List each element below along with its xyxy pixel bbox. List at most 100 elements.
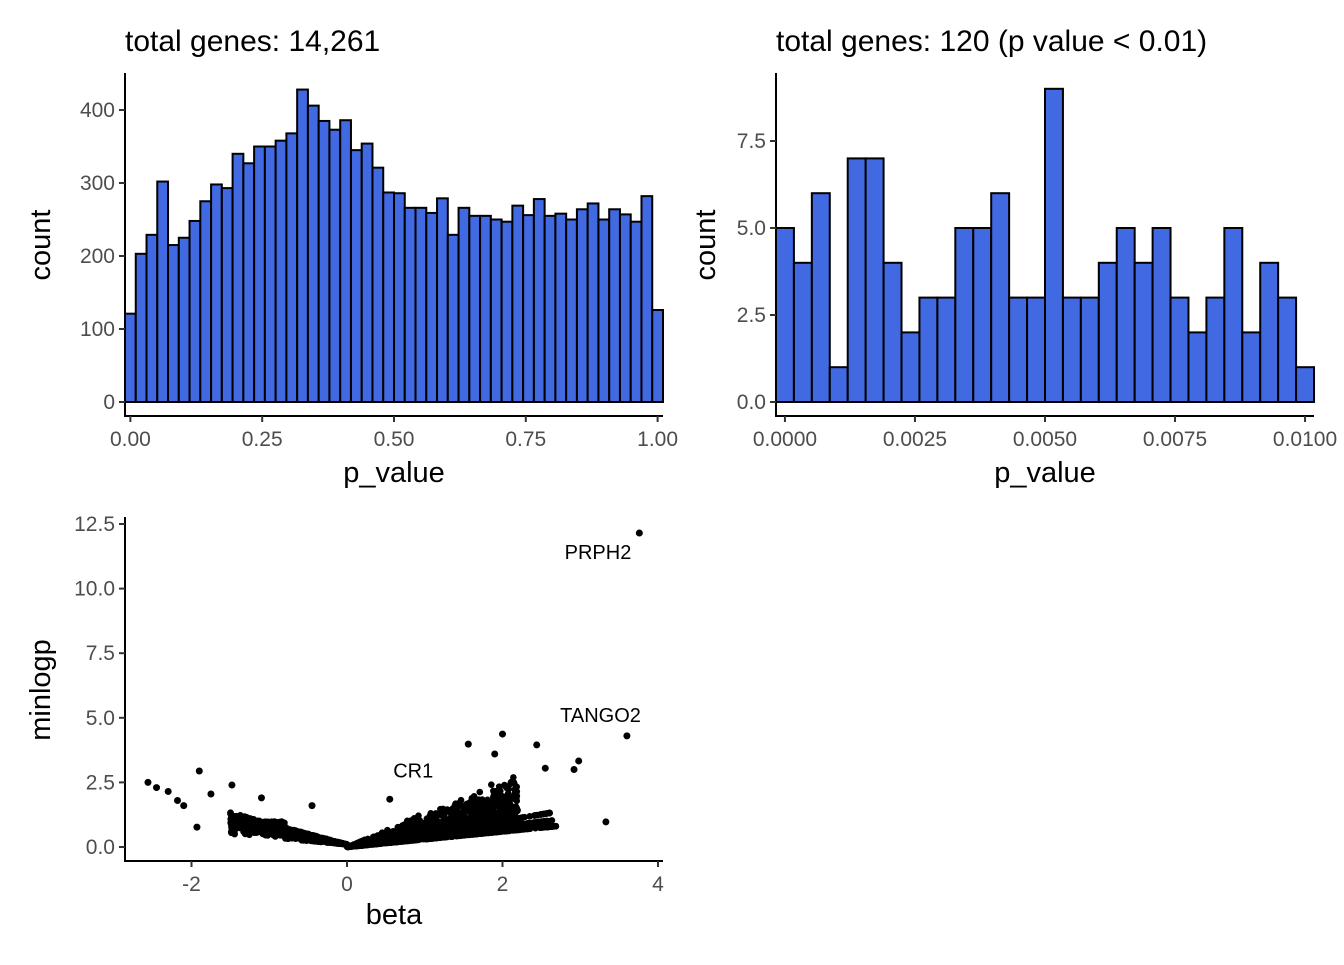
y-axis-label: minlogp [25,639,57,741]
scatter-point [495,800,503,807]
scatter-point [504,790,512,797]
y-tick-label: 0 [103,391,115,414]
y-ticks: 0.0 2.5 5.0 7.5 10.0 12.5 [74,513,125,859]
scatter-point [236,823,244,831]
histogram-bar [436,197,449,403]
scatter-point [478,830,485,837]
histogram-bar [360,142,374,404]
histogram-bar [167,244,180,403]
histogram-bar [145,233,159,403]
point-label: CR1 [393,761,433,783]
scatter-point [464,740,472,748]
scatter-point [423,815,431,822]
histogram-bar [349,149,363,403]
x-ticks: 0.00 0.25 0.50 0.75 1.00 [110,416,678,451]
histogram-bar [393,192,406,403]
scatter-point [507,780,514,788]
histogram-bar [1223,227,1244,403]
scatter-point [307,833,314,841]
histogram-bar [629,220,643,403]
y-tick-label: 10.0 [74,578,115,601]
scatter-point [476,807,484,815]
histogram-bar [543,214,557,403]
scatter-point [623,732,631,740]
x-tick-label: 0.25 [242,428,283,451]
scatter-point [460,806,468,814]
point-label: TANGO2 [560,705,641,727]
scatter-point [195,767,203,775]
y-tick-label: 2.5 [86,771,115,794]
scatter-point [144,778,152,786]
histogram-bar [210,183,223,403]
y-tick-label: 5.0 [737,217,766,240]
scatter-point [193,823,201,831]
scatter-point [570,765,578,773]
point-label: PRPH2 [565,542,632,564]
scatter-point [497,787,504,795]
scatter-point [498,812,506,819]
scatter-point [514,826,522,834]
histogram-bar [403,206,417,403]
scatter-point [153,784,161,792]
y-tick-label: 400 [80,99,115,122]
histogram-bar [864,157,885,403]
scatter-point [533,741,541,749]
histogram-bar [500,220,514,403]
points [144,529,643,851]
scatter-point [511,795,519,803]
scatter-point [490,787,497,795]
x-tick-label: 2 [497,873,509,896]
histogram-bar [274,139,288,403]
scatter-point [497,817,504,825]
x-axis-label: p_value [994,457,1096,489]
scatter-point [510,774,517,781]
scatter-point [482,814,490,822]
scatter-point [503,785,511,792]
y-tick-label: 5.0 [86,707,115,730]
histogram-bar [828,366,849,404]
scatter-point [416,817,424,825]
histogram-bar [339,119,352,403]
scatter-point [499,730,506,738]
histogram-bar [220,187,234,403]
scatter-point [174,796,182,804]
histogram-bar [446,233,460,403]
scatter-point [469,810,477,818]
scatter-point [246,824,254,832]
histogram-bar [306,104,320,404]
scatter-point [532,824,539,832]
scatter-point [392,835,399,843]
bars [774,87,1316,404]
scatter-point [266,819,273,827]
scatter-point [508,804,516,812]
histogram-bar [328,128,342,404]
scatter-point [344,843,352,851]
y-axis-label: count [690,210,722,281]
x-tick-label: 4 [652,873,664,896]
histogram-bar [457,206,471,403]
scatter-point [308,802,316,810]
histogram-bar [565,218,578,403]
histogram-bar [846,157,867,403]
histogram-bar [990,192,1011,403]
histogram-bar [231,152,245,403]
histogram-bar [1277,296,1298,404]
scatter-point [164,787,172,795]
x-tick-label: 0.0000 [753,428,817,451]
scatter-point [289,827,297,835]
histogram-bar [156,180,170,403]
scatter-point [531,812,538,819]
histogram-bar [1295,366,1316,404]
x-axis-label: p_value [343,457,445,489]
histogram-bar [554,212,568,403]
y-tick-label: 300 [80,172,115,195]
scatter-point [602,818,610,826]
x-tick-label: 0.0025 [883,428,947,451]
scatter-point [320,835,328,842]
scatter-point [489,829,497,836]
histogram-bar [640,195,654,403]
histogram-bar [1097,261,1118,403]
x-ticks: -2 0 2 4 [182,861,664,896]
y-tick-label: 12.5 [74,513,115,536]
scatter-point [551,822,559,830]
